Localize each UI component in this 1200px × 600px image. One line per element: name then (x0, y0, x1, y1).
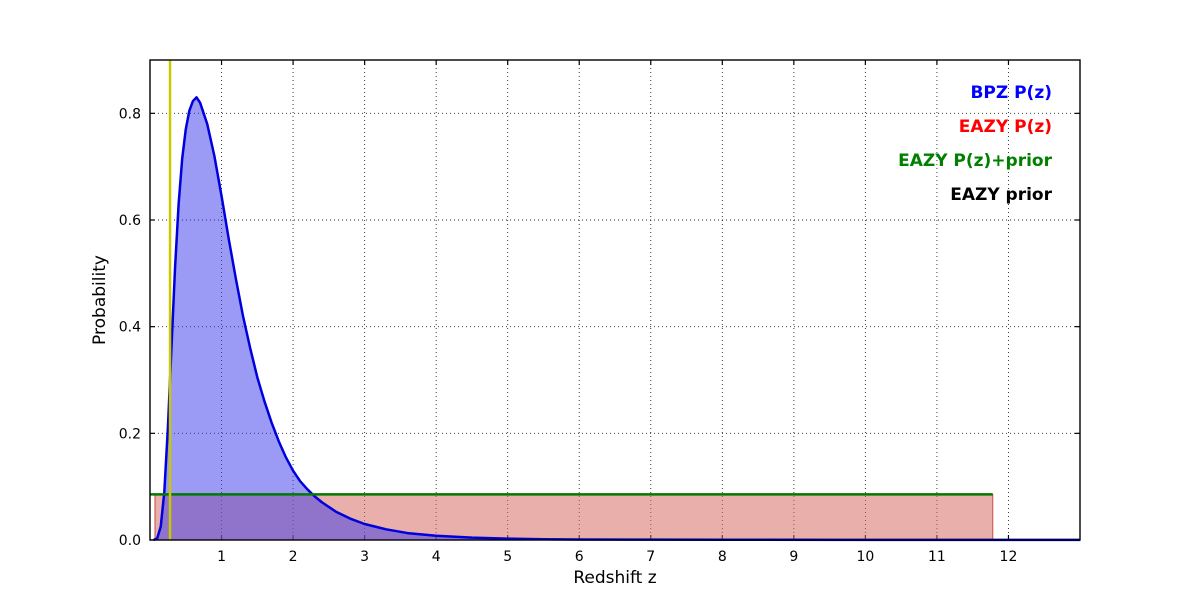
x-tick-label: 12 (1000, 549, 1018, 565)
x-tick-label: 1 (217, 549, 226, 565)
y-tick-label: 0.8 (119, 106, 141, 122)
series-line-bpz-p-z- (153, 96, 1081, 542)
x-tick-label: 4 (432, 549, 441, 565)
y-tick-label: 0.4 (119, 320, 141, 336)
legend-item-eazy-p-z-: EAZY P(z) (958, 117, 1052, 137)
y-tick-label: 0.0 (119, 533, 141, 549)
y-axis-label: Probability (90, 255, 110, 345)
x-tick-label: 10 (856, 549, 874, 565)
x-axis-label: Redshift z (573, 568, 657, 588)
legend-item-bpz-p-z-: BPZ P(z) (970, 83, 1052, 103)
plot-frame (149, 59, 1081, 541)
x-tick-label: 8 (718, 549, 727, 565)
legend-item-eazy-p-z-prior: EAZY P(z)+prior (898, 151, 1052, 171)
series-fill-bpz-p-z- (153, 97, 1080, 540)
y-tick-label: 0.2 (119, 426, 141, 442)
legend: BPZ P(z) EAZY P(z) EAZY P(z)+prior EAZY pri… (898, 76, 1052, 212)
x-tick-label: 9 (789, 549, 798, 565)
y-tick-label: 0.6 (119, 213, 141, 229)
x-tick-label: 6 (575, 549, 584, 565)
x-tick-label: 3 (360, 549, 369, 565)
x-tick-label: 7 (646, 549, 655, 565)
x-tick-label: 5 (503, 549, 512, 565)
x-tick-label: 11 (928, 549, 946, 565)
legend-item-eazy-prior: EAZY prior (950, 185, 1052, 205)
x-tick-label: 2 (289, 549, 298, 565)
